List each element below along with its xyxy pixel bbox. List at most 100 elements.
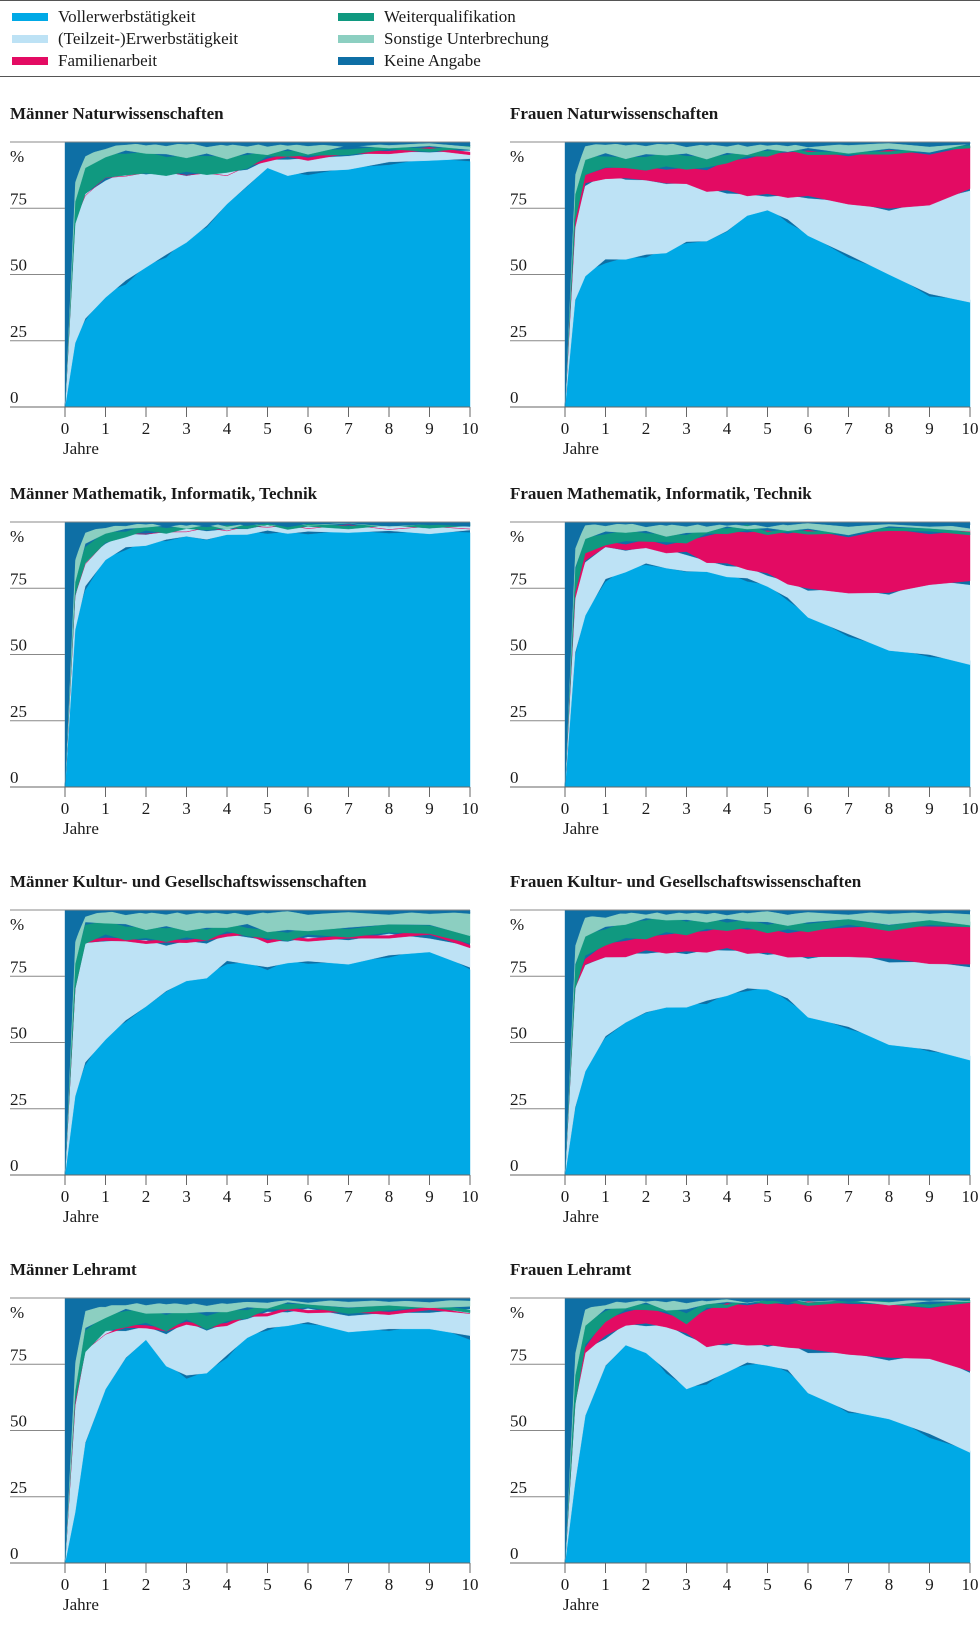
x-tick-label: 1: [101, 1575, 110, 1594]
x-tick-label: 10: [962, 1187, 979, 1206]
x-tick-label: 3: [182, 1575, 191, 1594]
x-tick-label: 1: [101, 799, 110, 818]
y-tick-label: 25: [510, 322, 527, 341]
x-tick-label: 5: [763, 1575, 772, 1594]
x-axis: 0 1 2 3 4 5 6 7 8 9 10 Jahre: [510, 406, 979, 458]
y-unit-label: %: [10, 1303, 24, 1322]
x-axis-label: Jahre: [563, 1207, 599, 1226]
x-tick-label: 8: [385, 1575, 394, 1594]
area-chart: % 0 25 50 75 0 1 2 3 4 5 6 7 8 9 10 Jahre: [10, 521, 479, 838]
y-tick-label: 0: [510, 1544, 519, 1563]
x-tick-label: 0: [61, 1187, 70, 1206]
x-tick-label: 8: [885, 799, 894, 818]
chart-title: Männer Lehramt: [10, 1260, 137, 1279]
y-tick-label: 50: [10, 1412, 27, 1431]
x-axis-label: Jahre: [63, 1595, 99, 1614]
legend-swatch-sonstige: [338, 35, 374, 43]
x-axis-label: Jahre: [63, 1207, 99, 1226]
y-unit-label: %: [10, 527, 24, 546]
y-tick-label: 25: [10, 322, 27, 341]
x-tick-label: 1: [101, 419, 110, 438]
x-tick-label: 7: [344, 799, 353, 818]
area-weiterqual: [64, 1303, 471, 1564]
x-tick-label: 6: [804, 799, 813, 818]
legend-swatch-teilzeit: [12, 35, 48, 43]
area-teilzeit: [64, 1308, 471, 1564]
y-tick-label: 75: [510, 189, 527, 208]
x-tick-label: 4: [223, 1575, 232, 1594]
legend-swatch-vollerwerb: [12, 13, 48, 21]
x-axis-label: Jahre: [563, 439, 599, 458]
x-axis: 0 1 2 3 4 5 6 7 8 9 10 Jahre: [510, 786, 979, 838]
x-tick-label: 3: [182, 1187, 191, 1206]
x-tick-label: 2: [642, 1575, 651, 1594]
x-tick-label: 4: [223, 419, 232, 438]
x-tick-label: 3: [682, 419, 691, 438]
y-tick-label: 50: [510, 1024, 527, 1043]
x-tick-label: 7: [844, 419, 853, 438]
chart-title: Männer Kultur- und Gesellschaftswissensc…: [10, 872, 367, 891]
x-axis-label: Jahre: [63, 819, 99, 838]
x-tick-label: 7: [844, 1575, 853, 1594]
y-tick-label: 25: [10, 1090, 27, 1109]
x-tick-label: 4: [223, 1187, 232, 1206]
x-tick-label: 10: [962, 1575, 979, 1594]
x-tick-label: 2: [142, 1575, 151, 1594]
x-tick-label: 3: [682, 1187, 691, 1206]
x-tick-label: 7: [344, 419, 353, 438]
y-axis: % 0 25 50 75: [10, 147, 65, 408]
y-axis: % 0 25 50 75: [510, 1303, 565, 1564]
y-unit-label: %: [510, 147, 524, 166]
x-tick-label: 7: [844, 1187, 853, 1206]
x-tick-label: 9: [425, 1187, 434, 1206]
x-axis: 0 1 2 3 4 5 6 7 8 9 10 Jahre: [510, 1562, 979, 1614]
legend-label-weiterqual: Weiterqualifikation: [384, 7, 516, 26]
x-tick-label: 10: [462, 799, 479, 818]
x-tick-label: 9: [925, 799, 934, 818]
x-tick-label: 9: [925, 1575, 934, 1594]
top-rule: [0, 0, 980, 1]
y-tick-label: 75: [510, 569, 527, 588]
x-tick-label: 5: [263, 419, 272, 438]
area-chart: % 0 25 50 75 0 1 2 3 4 5 6 7 8 9 10 Jahre: [510, 909, 979, 1226]
area-familie: [564, 926, 971, 1176]
area-teilzeit: [64, 933, 471, 1176]
x-tick-label: 3: [682, 1575, 691, 1594]
y-tick-label: 75: [10, 569, 27, 588]
y-tick-label: 75: [10, 1345, 27, 1364]
x-tick-label: 8: [885, 1187, 894, 1206]
area-chart: % 0 25 50 75 0 1 2 3 4 5 6 7 8 9 10 Jahre: [10, 1297, 479, 1614]
y-tick-label: 0: [510, 768, 519, 787]
area-familie: [564, 528, 971, 788]
y-tick-label: 0: [10, 1156, 19, 1175]
area-familie: [564, 146, 971, 408]
y-axis: % 0 25 50 75: [10, 527, 65, 788]
y-tick-label: 25: [510, 1478, 527, 1497]
area-sonstige: [564, 909, 971, 1176]
x-tick-label: 10: [462, 1187, 479, 1206]
legend-label-teilzeit: (Teilzeit-)Erwerbstätigkeit: [58, 29, 239, 48]
x-tick-label: 5: [763, 1187, 772, 1206]
x-axis: 0 1 2 3 4 5 6 7 8 9 10 Jahre: [10, 406, 479, 458]
y-tick-label: 75: [10, 957, 27, 976]
x-tick-label: 0: [561, 799, 570, 818]
x-tick-label: 9: [425, 419, 434, 438]
y-tick-label: 50: [510, 256, 527, 275]
x-tick-label: 8: [885, 419, 894, 438]
y-tick-label: 75: [510, 1345, 527, 1364]
area-teilzeit: [564, 174, 971, 408]
x-tick-label: 6: [804, 419, 813, 438]
x-tick-label: 2: [642, 799, 651, 818]
chart-panel: Frauen Kultur- und Gesellschaftswissensc…: [510, 872, 979, 1232]
y-tick-label: 0: [510, 388, 519, 407]
chart-panel: Männer Kultur- und Gesellschaftswissensc…: [10, 872, 479, 1232]
y-tick-label: 0: [510, 1156, 519, 1175]
y-unit-label: %: [510, 527, 524, 546]
y-axis: % 0 25 50 75: [510, 915, 565, 1176]
x-tick-label: 2: [142, 419, 151, 438]
x-tick-label: 4: [723, 799, 732, 818]
y-tick-label: 50: [10, 256, 27, 275]
chart-title: Frauen Naturwissenschaften: [510, 104, 719, 123]
area-weiterqual: [64, 920, 471, 1176]
y-tick-label: 25: [510, 1090, 527, 1109]
